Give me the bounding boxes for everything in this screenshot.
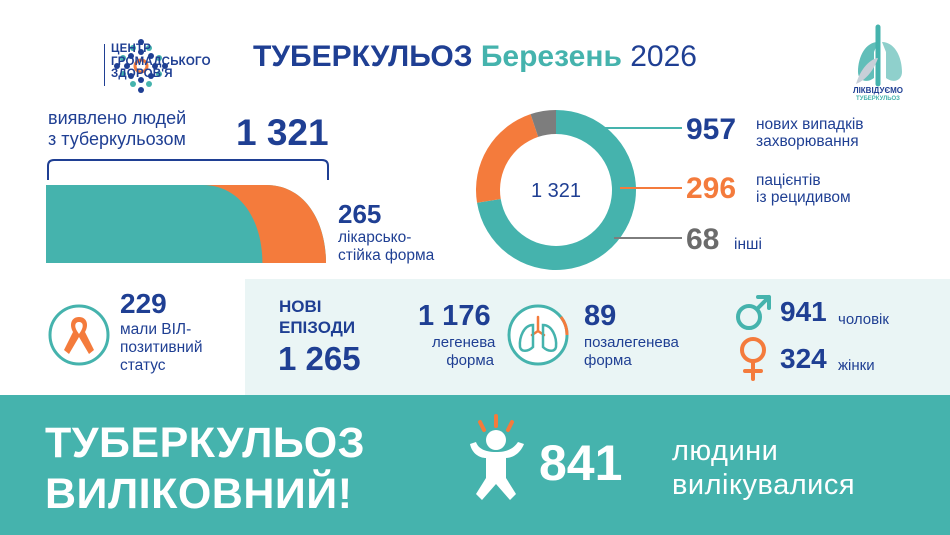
donut-slice-new-cases [477, 110, 636, 270]
lungs-icon [507, 304, 569, 366]
drug-resistant-label-line-1: лікарсько- [338, 229, 412, 246]
drug-resistant-value: 265 [338, 199, 382, 229]
hiv-label-line-3: статус [120, 357, 166, 374]
hiv-label-line-2: позитивний [120, 339, 203, 356]
legend-relapse-label-line-1: пацієнтів [756, 172, 821, 189]
jumping-child-icon [470, 414, 524, 500]
logo-dot [138, 87, 144, 93]
cases-donut-chart: 1 321 [476, 110, 636, 270]
hiv-label-line-1: мали ВІЛ- [120, 321, 192, 338]
detected-value: 1 321 [236, 112, 329, 153]
title-main: ТУБЕРКУЛЬОЗ [253, 40, 473, 73]
logo-dot [146, 81, 152, 87]
logo-dot [156, 55, 162, 61]
male-value: 941 [780, 296, 827, 327]
org-name-line-1: ЦЕНТР [111, 43, 152, 55]
page-title: ТУБЕРКУЛЬОЗ Березень 2026 [0, 40, 950, 74]
cured-label: людини вилікувалися [672, 434, 855, 502]
donut-center-label: 1 321 [531, 180, 581, 202]
extrapulmonary-label-line-1: позалегенева [584, 334, 679, 351]
detected-label-line-1: виявлено людей [48, 108, 187, 128]
legend-other-label: інші [734, 236, 762, 253]
new-episodes-title-line-2: ЕПІЗОДИ [279, 318, 356, 337]
logo-dot [138, 39, 144, 45]
pulmonary-value: 1 176 [418, 300, 491, 332]
logo-dot [152, 63, 158, 69]
donut-slice-relapse [476, 114, 539, 203]
legend-relapse-label: пацієнтів із рецидивом [756, 172, 851, 206]
logo-dot [128, 53, 134, 59]
detected-area-chart [46, 185, 326, 263]
legend-other-value: 68 [686, 223, 720, 256]
hiv-label: мали ВІЛ- позитивний статус [120, 321, 202, 375]
org-name-line-3: ЗДОРОВ'Я [111, 68, 173, 80]
donut-slice-other [530, 110, 556, 137]
cure-title: ТУБЕРКУЛЬОЗ ВИЛІКОВНИЙ! [45, 418, 365, 520]
legend-new-cases-label-line-2: захворювання [756, 133, 859, 150]
cured-label-line-1: людини [672, 435, 779, 467]
org-name: ЦЕНТР ГРОМАДСЬКОГО ЗДОРОВ'Я [111, 43, 211, 81]
drug-resistant-label: лікарсько- стійка форма [338, 229, 434, 265]
new-episodes-value: 1 265 [278, 340, 361, 377]
leader-line-new [600, 127, 682, 129]
logo-dot [146, 45, 152, 51]
logo-dot [120, 55, 126, 61]
extrapulmonary-value: 89 [584, 300, 617, 332]
campaign-logo-line-2: ТУБЕРКУЛЬОЗ [856, 96, 900, 102]
male-label: чоловік [838, 311, 889, 328]
cured-banner [0, 395, 950, 535]
logo-dot [162, 63, 168, 69]
female-symbol-icon [740, 337, 766, 381]
logo-dot [156, 71, 162, 77]
pulmonary-label-line-2: форма [446, 352, 494, 369]
logo-center-ring [133, 58, 149, 74]
legend-new-cases-value: 957 [686, 113, 737, 146]
extrapulmonary-label-line-2: форма [584, 352, 632, 369]
logo-dot [128, 73, 134, 79]
new-episodes-title-line-1: НОВІ [279, 297, 322, 316]
org-dots-logo-icon [114, 39, 168, 93]
lungs-plant-logo-icon [856, 24, 902, 87]
title-month: Березень [480, 40, 622, 73]
awareness-ribbon-icon [48, 304, 110, 366]
logo-dot [130, 81, 136, 87]
drug-resistant-label-line-2: стійка форма [338, 247, 435, 264]
cured-label-line-2: вилікувалися [672, 469, 856, 501]
female-label: жінки [838, 357, 875, 374]
logo-dot [114, 63, 120, 69]
logo-dot [138, 77, 144, 83]
legend-relapse-value: 296 [686, 172, 737, 205]
extrapulmonary-label: позалегенева форма [584, 334, 679, 370]
male-symbol-icon [736, 295, 771, 330]
cure-title-line-2: ВИЛІКОВНИЙ! [45, 470, 353, 518]
area-drug-resistant [202, 185, 326, 263]
cure-title-line-1: ТУБЕРКУЛЬОЗ [45, 419, 366, 467]
org-name-line-2: ГРОМАДСЬКОГО [111, 55, 211, 68]
logo-divider [104, 44, 105, 86]
logo-dot [120, 71, 126, 77]
new-episodes-title: НОВІ ЕПІЗОДИ [279, 296, 355, 338]
cured-value: 841 [539, 435, 623, 491]
brace-bracket [47, 159, 329, 180]
female-value: 324 [780, 343, 827, 374]
logo-dot [124, 63, 130, 69]
legend-new-cases-label: нових випадків захворювання [756, 116, 864, 150]
leader-line-other [614, 237, 682, 239]
pulmonary-label-line-1: легенева [432, 334, 496, 351]
pulmonary-label: легенева форма [432, 334, 496, 370]
logo-dot [130, 45, 136, 51]
new-episodes-band [245, 279, 950, 395]
hiv-value: 229 [120, 288, 167, 319]
legend-relapse-label-line-2: із рецидивом [756, 189, 851, 206]
legend-new-cases-label-line-1: нових випадків [756, 116, 864, 133]
detected-label-line-2: з туберкульозом [48, 129, 186, 149]
logo-dot [148, 53, 154, 59]
title-year: 2026 [630, 40, 697, 73]
detected-label: виявлено людей з туберкульозом [48, 108, 186, 150]
logo-dot [148, 73, 154, 79]
campaign-logo-line-1: ЛІКВІДУЄМО [852, 86, 904, 95]
leader-line-relapse [620, 187, 682, 189]
logo-dot [138, 49, 144, 55]
